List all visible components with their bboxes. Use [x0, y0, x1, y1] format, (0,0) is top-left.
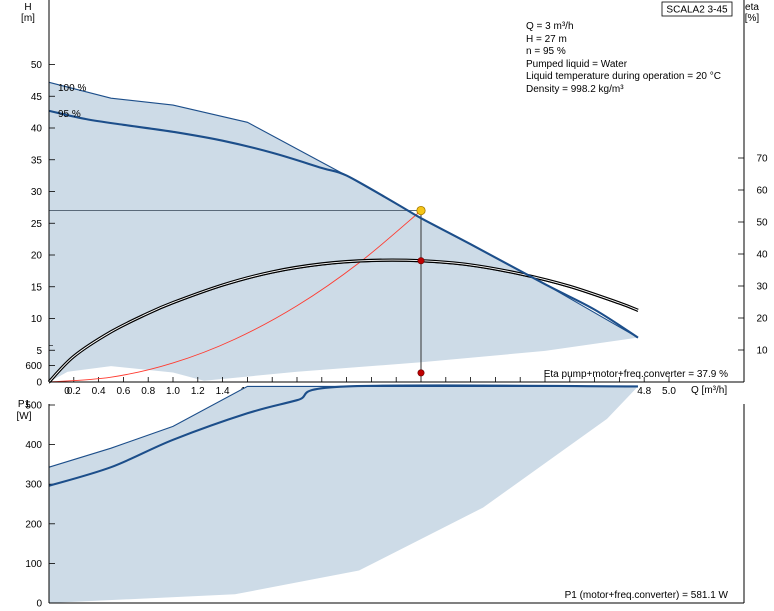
y-tick-label: 40	[31, 124, 43, 135]
chart-title: SCALA2 3-45	[666, 5, 728, 16]
efficiency-curve-shadow	[48, 261, 639, 384]
h-axis-label: H	[24, 2, 31, 13]
power-curve-95	[48, 384, 639, 487]
eta-tick-label: 20	[756, 314, 768, 325]
y-tick-label: 0	[36, 378, 42, 389]
efficiency-curve-inner	[48, 259, 639, 383]
efficiency-readout: Eta pump+motor+freq.converter = 37.9 %	[544, 369, 728, 380]
pump-curve-95	[48, 109, 639, 339]
x-tick-label: 4.8	[637, 386, 651, 397]
p1-tick-label: 600	[25, 361, 42, 372]
p1-tick-label: 500	[25, 401, 42, 412]
p1-tick-label: 200	[25, 519, 42, 530]
y-tick-label: 45	[31, 92, 43, 103]
curve-label-100: 100 %	[58, 83, 86, 94]
title-box	[661, 1, 733, 17]
p1-tick-label: 100	[25, 559, 42, 570]
y-tick-label: 30	[31, 187, 43, 198]
p1-axis-label: P1	[18, 399, 31, 410]
eta-tick-label: 60	[756, 186, 768, 197]
y-tick-label: 20	[31, 251, 43, 262]
x-axis-label: Q [m³/h]	[691, 385, 727, 396]
x-tick-label: 5.0	[662, 386, 676, 397]
power-readout: P1 (motor+freq.converter) = 581.1 W	[565, 590, 729, 601]
eta-tick-label: 70	[756, 154, 768, 165]
x-tick-label: 0.8	[141, 386, 155, 397]
y-tick-label: 10	[31, 314, 43, 325]
x-tick-label: 1.4	[216, 386, 230, 397]
y-tick-label: 15	[31, 282, 43, 293]
x-tick-label: 0.4	[92, 386, 106, 397]
efficiency-point	[417, 257, 425, 265]
eta-tick-label: 50	[756, 218, 768, 229]
operating-envelope	[49, 82, 638, 383]
y-tick-label: 5	[36, 346, 42, 357]
info-line-temperature: Liquid temperature during operation = 20…	[526, 71, 721, 82]
eta-axis-label: eta	[745, 2, 759, 13]
eta-tick-label: 40	[756, 250, 768, 261]
y-tick-label: 35	[31, 155, 43, 166]
eta-tick-label: 10	[756, 346, 768, 357]
x-tick-label: 1.2	[191, 386, 205, 397]
h-axis-unit: [m]	[21, 13, 35, 24]
x-tick-label: 1.0	[166, 386, 180, 397]
info-line-flow: Q = 3 m³/h	[526, 21, 574, 32]
info-line-speed: n = 95 %	[526, 46, 566, 57]
p1-tick-label: 400	[25, 440, 42, 451]
info-line-density: Density = 998.2 kg/m³	[526, 84, 624, 95]
x-tick-label: 0	[64, 386, 70, 397]
y-tick-label: 25	[31, 219, 43, 230]
power-envelope	[49, 386, 638, 603]
info-line-head: H = 27 m	[526, 34, 567, 45]
info-line-liquid: Pumped liquid = Water	[526, 59, 628, 70]
x-tick-label: 0.6	[116, 386, 130, 397]
p1-tick-label: 300	[25, 480, 42, 491]
curve-label-95: 95 %	[58, 109, 81, 120]
p1-tick-label: 0	[36, 599, 42, 610]
power-point	[417, 369, 425, 377]
info-block: Q = 3 m³/h H = 27 m n = 95 % Pumped liqu…	[526, 21, 721, 95]
eta-axis-unit: [%]	[745, 13, 760, 24]
p1-axis-unit: [W]	[17, 411, 32, 422]
eta-tick-label: 30	[756, 282, 768, 293]
x-tick-label: 0.2	[67, 386, 81, 397]
y-tick-label: 50	[31, 60, 43, 71]
duty-point	[416, 205, 426, 216]
